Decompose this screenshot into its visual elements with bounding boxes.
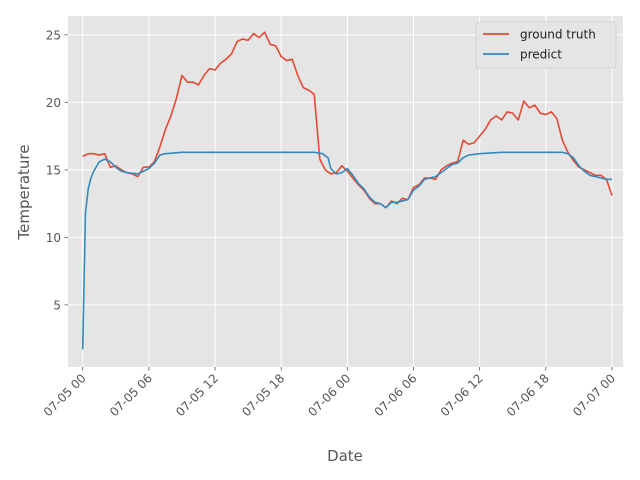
x-axis-title: Date: [327, 447, 363, 465]
x-tick-label: 07-06 06: [372, 371, 420, 419]
series-line-predict: [81, 151, 612, 350]
plot-area: [68, 16, 623, 367]
y-tick-label: 10: [46, 231, 61, 245]
x-tick-label: 07-07 00: [570, 371, 618, 419]
x-tick-label: 07-05 18: [239, 371, 287, 419]
x-tick-label: 07-05 06: [107, 371, 155, 419]
x-tick-label: 07-05 12: [173, 371, 221, 419]
x-tick-label: 07-06 12: [438, 371, 486, 419]
x-tick-label: 07-05 00: [41, 371, 89, 419]
legend-label-predict: predict: [520, 48, 562, 62]
y-tick-label: 25: [46, 28, 61, 42]
y-tick-label: 20: [46, 96, 61, 110]
legend: ground truth predict: [475, 21, 617, 69]
y-tick-label: 5: [53, 298, 61, 312]
series-lines: [81, 31, 613, 350]
x-tick-label: 07-06 18: [504, 371, 552, 419]
x-ticks: 07-05 00 07-05 06 07-05 12 07-05 18 07-06 00…: [41, 367, 618, 419]
series-line-ground-truth: [82, 31, 613, 209]
legend-box: [475, 21, 617, 69]
legend-label-ground-truth: ground truth: [520, 28, 596, 42]
y-axis-title: Temperature: [15, 144, 33, 240]
y-ticks: 5 10 15 20 25: [46, 28, 68, 312]
grid-lines: [68, 16, 623, 367]
y-tick-label: 15: [46, 163, 61, 177]
x-tick-label: 07-06 00: [305, 371, 353, 419]
